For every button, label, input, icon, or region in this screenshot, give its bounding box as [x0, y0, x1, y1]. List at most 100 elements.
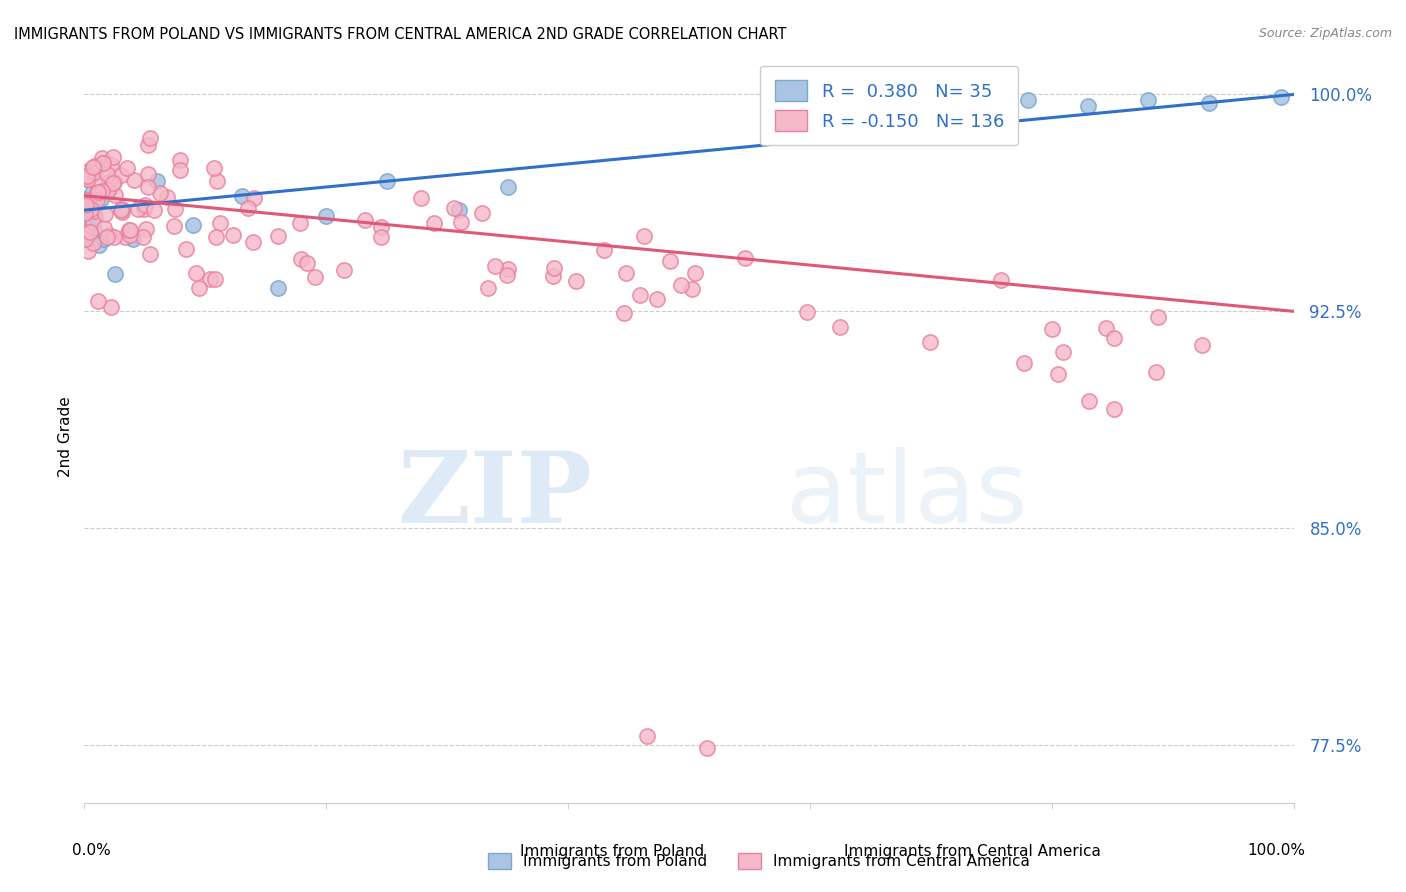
Point [98, 227, 121, 242]
Point [169, 153, 191, 167]
Point [1077, 393, 1099, 408]
Point [80, 197, 103, 211]
Point [990, 273, 1012, 287]
Point [87, 237, 110, 252]
Point [84, 159, 107, 173]
Point [236, 202, 259, 216]
Point [97, 183, 120, 197]
Point [734, 251, 756, 265]
Point [633, 228, 655, 243]
Point [82, 160, 104, 174]
Point [77, 164, 100, 178]
Point [101, 150, 124, 164]
Point [82, 203, 104, 218]
Point [121, 232, 143, 246]
Point [86, 197, 108, 211]
Point [111, 205, 134, 219]
Point [267, 229, 290, 244]
Point [943, 102, 966, 116]
Point [202, 161, 225, 176]
Point [96, 168, 118, 182]
Point [77, 209, 100, 223]
Point [1040, 322, 1063, 336]
Point [110, 168, 132, 182]
Text: ZIP: ZIP [398, 447, 592, 544]
Point [354, 213, 377, 227]
Text: atlas: atlas [786, 447, 1028, 544]
Point [110, 203, 132, 218]
Point [122, 173, 145, 187]
Point [484, 259, 506, 273]
Point [796, 305, 818, 319]
Point [75, 225, 97, 239]
Point [1052, 344, 1074, 359]
Point [671, 277, 693, 292]
Point [127, 202, 149, 216]
Point [86, 193, 108, 207]
Point [1198, 96, 1220, 111]
Text: IMMIGRANTS FROM POLAND VS IMMIGRANTS FROM CENTRAL AMERICA 2ND GRADE CORRELATION : IMMIGRANTS FROM POLAND VS IMMIGRANTS FRO… [14, 27, 786, 42]
Point [163, 219, 186, 234]
Point [73, 205, 96, 219]
Point [681, 281, 703, 295]
Point [628, 288, 651, 302]
Point [1102, 402, 1125, 417]
Point [103, 176, 125, 190]
Point [242, 235, 264, 249]
Point [79, 202, 101, 217]
Point [156, 190, 179, 204]
Point [683, 266, 706, 280]
Point [83, 223, 105, 237]
Point [138, 247, 160, 261]
Point [409, 191, 432, 205]
Legend: R =  0.380   N= 35, R = -0.150   N= 136: R = 0.380 N= 35, R = -0.150 N= 136 [761, 66, 1018, 145]
Point [1094, 321, 1116, 335]
Point [1191, 338, 1213, 352]
Point [77, 232, 100, 246]
Point [136, 137, 159, 152]
Point [79, 225, 101, 239]
Point [97, 183, 120, 197]
Point [828, 320, 851, 334]
Point [103, 176, 125, 190]
Text: Immigrants from Poland: Immigrants from Poland [520, 845, 704, 859]
Point [97, 175, 120, 189]
Point [169, 163, 191, 178]
Point [422, 216, 444, 230]
Point [136, 168, 159, 182]
Point [134, 202, 156, 216]
Point [450, 215, 472, 229]
Point [87, 294, 110, 309]
Point [76, 215, 98, 229]
Point [90, 192, 112, 206]
Point [165, 202, 187, 216]
Point [636, 729, 658, 743]
Point [82, 235, 104, 250]
Point [100, 300, 122, 314]
Point [75, 206, 97, 220]
Point [93, 232, 115, 246]
Point [93, 156, 115, 170]
Point [315, 209, 337, 223]
Point [103, 230, 125, 244]
Point [80, 186, 103, 200]
Point [290, 252, 312, 266]
Point [696, 740, 718, 755]
Point [77, 244, 100, 258]
Point [73, 169, 96, 184]
Point [443, 202, 465, 216]
Text: 100.0%: 100.0% [1247, 843, 1306, 858]
Point [370, 229, 392, 244]
Point [76, 194, 98, 209]
Point [77, 172, 100, 186]
Point [149, 186, 172, 200]
Point [204, 230, 226, 244]
Point [659, 254, 682, 268]
Point [471, 206, 494, 220]
Point [204, 272, 226, 286]
Point [477, 281, 499, 295]
Point [75, 192, 97, 206]
Point [496, 261, 519, 276]
Point [613, 306, 636, 320]
Point [117, 161, 139, 175]
